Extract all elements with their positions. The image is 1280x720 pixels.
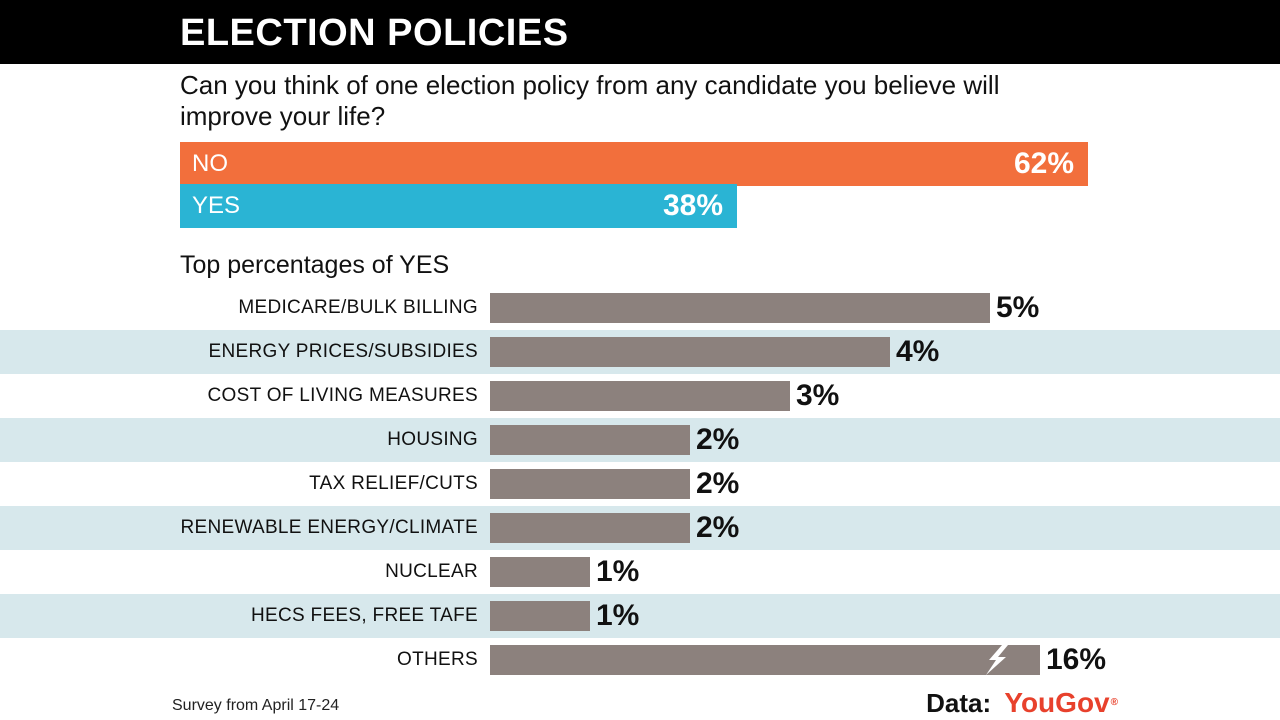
value-label: 16%	[1046, 643, 1107, 676]
bar	[490, 469, 690, 499]
yougov-logo-text: YouGov	[1004, 687, 1110, 718]
category-label: HECS FEES, FREE TAFE	[250, 605, 478, 626]
bar	[490, 601, 590, 631]
chart-subtitle: Top percentages of YES	[180, 251, 450, 279]
bar	[490, 513, 690, 543]
axis-break-icon	[986, 645, 1008, 675]
value-label: 2%	[696, 423, 740, 456]
summary-bar-yes: YES 38%	[180, 184, 737, 228]
summary-label-no: NO	[192, 150, 228, 177]
bar	[490, 293, 990, 323]
category-label: ENERGY PRICES/SUBSIDIES	[208, 341, 478, 362]
data-source: Data: YouGov®	[926, 687, 1118, 719]
category-label: OTHERS	[397, 649, 478, 670]
value-label: 4%	[896, 335, 940, 368]
yougov-logo: YouGov®	[1004, 687, 1118, 718]
category-label: COST OF LIVING MEASURES	[207, 385, 478, 406]
category-label: TAX RELIEF/CUTS	[309, 473, 478, 494]
value-label: 1%	[596, 599, 640, 632]
summary-value-yes: 38%	[662, 189, 723, 222]
value-label: 5%	[996, 291, 1040, 324]
registered-mark: ®	[1110, 697, 1118, 708]
bar	[490, 381, 790, 411]
summary-bar-no: NO 62%	[180, 142, 1088, 186]
category-label: HOUSING	[387, 429, 478, 450]
category-label: MEDICARE/BULK BILLING	[238, 297, 478, 318]
value-label: 2%	[696, 467, 740, 500]
category-label: NUCLEAR	[385, 561, 478, 582]
value-label: 1%	[596, 555, 640, 588]
bar	[490, 337, 890, 367]
summary-label-yes: YES	[192, 192, 241, 219]
value-label: 2%	[696, 511, 740, 544]
source-prefix: Data:	[926, 688, 992, 718]
survey-question: Can you think of one election policy fro…	[180, 70, 1000, 131]
bar	[490, 557, 590, 587]
bar	[490, 425, 690, 455]
bar	[490, 645, 1040, 675]
header-bar	[0, 0, 1280, 64]
category-label: RENEWABLE ENERGY/CLIMATE	[180, 517, 478, 538]
value-label: 3%	[796, 379, 840, 412]
chart-title: ELECTION POLICIES	[180, 12, 569, 54]
summary-value-no: 62%	[1013, 147, 1074, 180]
row-stripe	[0, 594, 1280, 638]
survey-date-note: Survey from April 17-24	[172, 697, 340, 714]
